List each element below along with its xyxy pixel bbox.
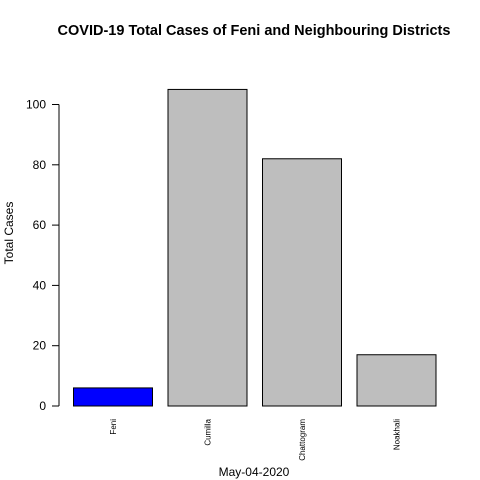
x-category-label: Chattogram (298, 419, 307, 461)
y-axis-label: Total Cases (2, 202, 16, 265)
y-tick-label: 20 (33, 339, 47, 353)
y-axis: 0 20 40 60 80 100 (26, 98, 60, 413)
bar-feni (73, 387, 153, 407)
y-tick-label: 80 (33, 158, 47, 172)
y-tick-label: 100 (26, 98, 46, 112)
bar-noakhali (356, 354, 437, 407)
y-tick-label: 60 (33, 218, 47, 232)
y-tick-label: 0 (39, 399, 46, 413)
bar-chattogram (262, 158, 342, 407)
y-tick-label: 40 (33, 278, 47, 292)
chart-title: COVID-19 Total Cases of Feni and Neighbo… (58, 23, 451, 39)
bars (73, 88, 437, 407)
x-axis-label: May-04-2020 (219, 465, 290, 479)
bar-cumilla (167, 88, 248, 407)
x-category-label: Cumilla (204, 418, 213, 445)
x-category-labels: Feni Cumilla Chattogram Noakhali (109, 418, 402, 460)
x-category-label: Feni (109, 419, 118, 435)
x-category-label: Noakhali (393, 419, 402, 450)
